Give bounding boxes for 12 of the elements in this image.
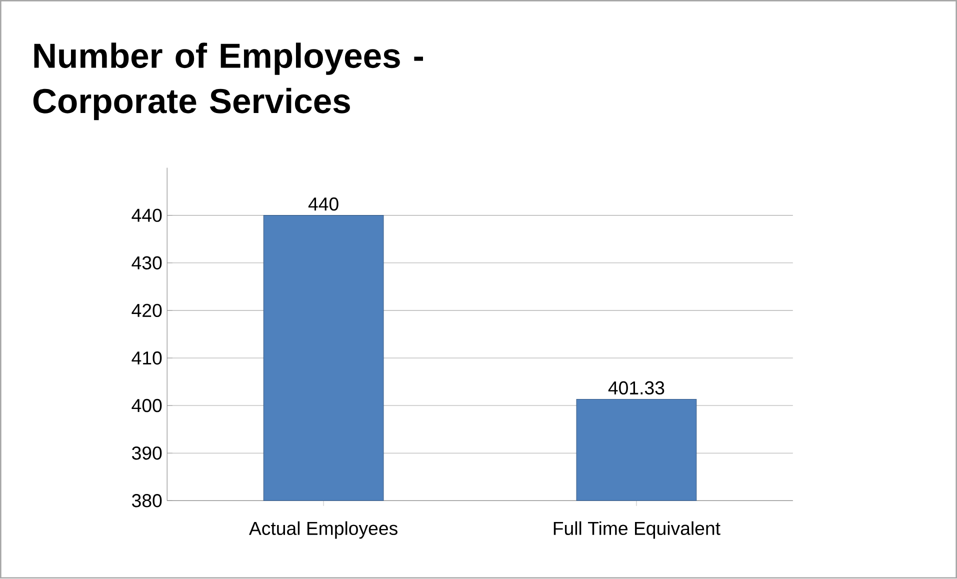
data-label: 440 — [308, 198, 338, 211]
x-tick-label: Full Time Equivalent — [554, 522, 720, 539]
y-tick-label: 430 — [132, 256, 162, 270]
x-tick-label: Actual Employees — [249, 522, 398, 539]
chart-title: Number of Employees - Corporate Services — [33, 42, 423, 120]
y-tick-label: 410 — [132, 352, 162, 365]
y-tick-label: 440 — [132, 208, 162, 222]
y-tick-label: 420 — [132, 304, 162, 318]
y-tick-label: 400 — [132, 399, 162, 412]
y-tick-label: 380 — [132, 494, 162, 508]
y-tick-label: 390 — [132, 446, 162, 460]
data-label: 401.33 — [608, 382, 664, 395]
